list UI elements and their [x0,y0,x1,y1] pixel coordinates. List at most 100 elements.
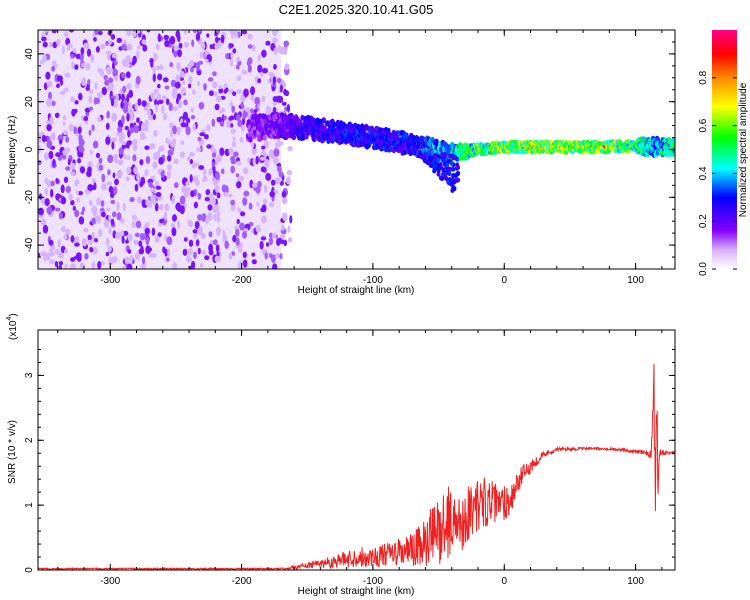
noise-speckle [63,176,69,184]
noise-speckle [74,100,79,105]
noise-speckle [206,33,210,38]
noise-speckle [198,102,205,110]
noise-speckle [108,214,112,222]
noise-speckle [208,168,214,176]
noise-speckle [169,122,174,129]
noise-speckle [56,38,61,47]
noise-speckle [230,123,234,128]
noise-speckle [260,236,267,241]
noise-speckle [78,144,84,152]
noise-speckle [81,77,87,86]
noise-speckle [122,59,127,67]
noise-speckle [199,132,206,137]
noise-speckle [80,47,85,55]
noise-speckle [236,114,240,121]
colorbar-tick-label: 0.4 [698,166,709,180]
noise-speckle [98,228,103,238]
noise-speckle [279,239,285,244]
noise-speckle [153,88,159,95]
noise-speckle [180,86,186,95]
noise-speckle [190,115,196,120]
noise-speckle [257,78,262,84]
noise-speckle [159,203,164,211]
ridge-tail [451,166,456,172]
noise-speckle [216,95,222,103]
noise-speckle [62,225,66,233]
noise-speckle [133,166,138,175]
noise-speckle [141,100,147,107]
noise-speckle [195,61,200,71]
noise-speckle [70,200,75,206]
noise-speckle [121,93,125,102]
noise-speckle [106,181,112,186]
noise-speckle [56,83,60,89]
noise-speckle [223,191,228,197]
noise-speckle [136,50,140,59]
noise-speckle [274,177,281,185]
noise-speckle [159,64,164,70]
noise-speckle [124,125,129,131]
noise-speckle [134,183,139,192]
noise-speckle [120,218,125,224]
noise-speckle [183,41,190,48]
noise-speckle [214,32,218,37]
noise-speckle [153,152,159,161]
colorbar-tick-label: 0.6 [698,118,709,132]
noise-speckle [93,97,98,105]
noise-speckle [77,126,82,134]
noise-speckle [165,98,170,105]
noise-speckle [48,239,54,246]
noise-speckle [176,220,181,229]
noise-speckle [272,76,277,85]
noise-speckle [64,147,71,153]
noise-speckle [247,57,253,65]
noise-speckle [220,168,225,175]
noise-speckle [255,224,261,233]
noise-speckle [257,54,262,62]
x-tick-label: -300 [100,275,120,286]
noise-speckle [180,140,185,145]
noise-speckle [236,89,243,94]
noise-speckle [91,217,97,225]
ridge-core [480,147,483,151]
noise-speckle [131,221,136,229]
noise-speckle [157,99,164,104]
ridge-tail [432,168,437,174]
noise-speckle [263,184,268,193]
noise-speckle [259,156,266,161]
noise-speckle [229,101,233,107]
noise-speckle [251,44,256,52]
noise-speckle [40,218,47,226]
noise-speckle [50,132,56,141]
noise-speckle [112,211,117,218]
noise-speckle [223,83,229,89]
noise-speckle [233,30,238,38]
noise-speckle [281,196,288,205]
noise-speckle [145,155,151,164]
snr-xlabel: Height of straight line (km) [298,586,415,597]
colorbar-ticks: 0.0 0.2 0.4 0.6 0.8 [698,70,737,276]
noise-speckle [201,213,207,222]
noise-speckle [96,197,101,206]
noise-speckle [116,212,122,221]
noise-speckle [225,53,229,60]
noise-speckle [278,95,284,103]
noise-speckle [183,30,187,35]
noise-speckle [142,44,148,52]
noise-speckle [91,261,96,269]
noise-speckle [57,238,61,248]
noise-speckle [105,237,110,246]
ridge-cell [262,134,267,141]
noise-speckle [181,79,186,85]
noise-speckle [155,185,162,190]
noise-speckle [150,92,154,98]
noise-speckle [243,88,249,98]
noise-speckle [52,41,58,49]
noise-speckle [209,44,213,50]
noise-speckle [252,158,256,166]
noise-speckle [172,262,178,269]
noise-speckle [166,170,171,180]
noise-speckle [110,191,115,199]
noise-speckle [112,68,119,78]
